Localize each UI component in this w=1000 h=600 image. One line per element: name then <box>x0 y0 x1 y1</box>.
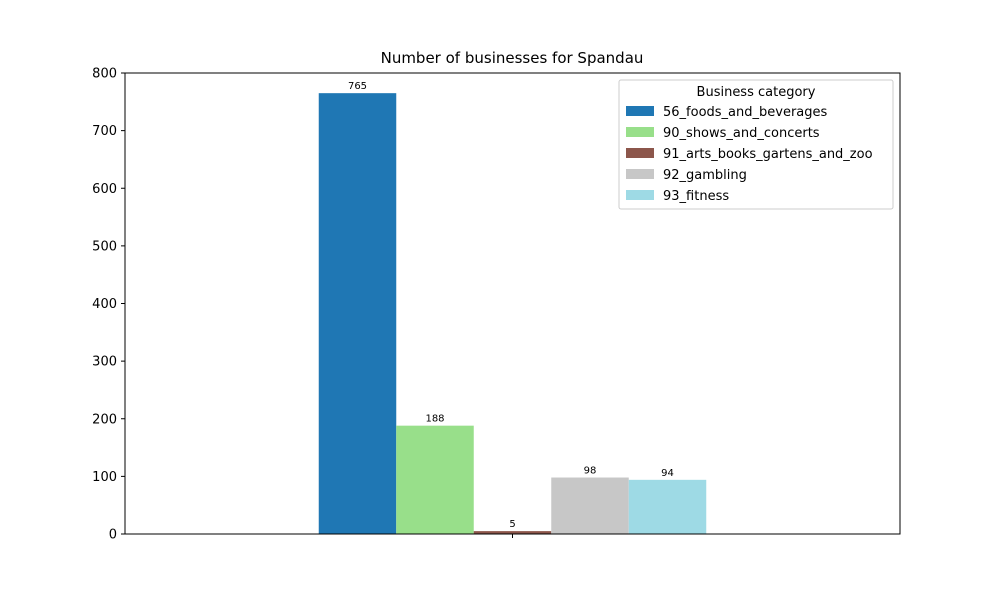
plot-area-frame <box>124 72 901 535</box>
legend-label-0: 56_foods_and_beverages <box>663 105 828 120</box>
legend-label-1: 90_shows_and_concerts <box>663 126 820 141</box>
bar-1 <box>396 425 474 534</box>
legend-swatch-3 <box>626 169 654 179</box>
chart-title: Number of businesses for Spandau <box>381 49 644 67</box>
legend-label-4: 93_fitness <box>663 189 729 204</box>
y-tick-label-1: 100 <box>92 470 117 485</box>
legend-box <box>618 79 894 210</box>
legend-swatch-1 <box>626 127 654 137</box>
legend: Business category 56_foods_and_beverages… <box>618 79 894 210</box>
y-tick-label-7: 700 <box>92 124 117 139</box>
data-label-1: 188 <box>425 414 444 425</box>
legend-swatch-2 <box>626 148 654 158</box>
bar-2 <box>473 531 552 534</box>
legend-title: Business category <box>697 85 816 100</box>
y-axis: 0 100 200 300 400 500 600 700 800 <box>92 67 125 543</box>
data-label-0: 765 <box>348 81 367 92</box>
data-labels-group: 765 188 5 98 94 <box>348 81 674 530</box>
y-tick-label-2: 200 <box>92 412 117 427</box>
y-tick-label-5: 500 <box>92 239 117 254</box>
bars-group <box>318 93 707 534</box>
legend-swatch-0 <box>626 106 654 116</box>
data-label-2: 5 <box>509 519 515 530</box>
y-tick-label-4: 400 <box>92 297 117 312</box>
bar-3 <box>551 477 629 534</box>
bar-4 <box>628 479 707 534</box>
y-tick-label-6: 600 <box>92 182 117 197</box>
legend-label-2: 91_arts_books_gartens_and_zoo <box>663 147 873 162</box>
y-tick-label-8: 800 <box>92 67 117 82</box>
y-tick-label-3: 300 <box>92 355 117 370</box>
legend-swatch-4 <box>626 190 654 200</box>
bar-0 <box>318 93 397 534</box>
legend-label-3: 92_gambling <box>663 168 747 183</box>
data-label-4: 94 <box>661 468 674 479</box>
data-label-3: 98 <box>584 466 597 477</box>
y-tick-label-0: 0 <box>109 528 117 543</box>
